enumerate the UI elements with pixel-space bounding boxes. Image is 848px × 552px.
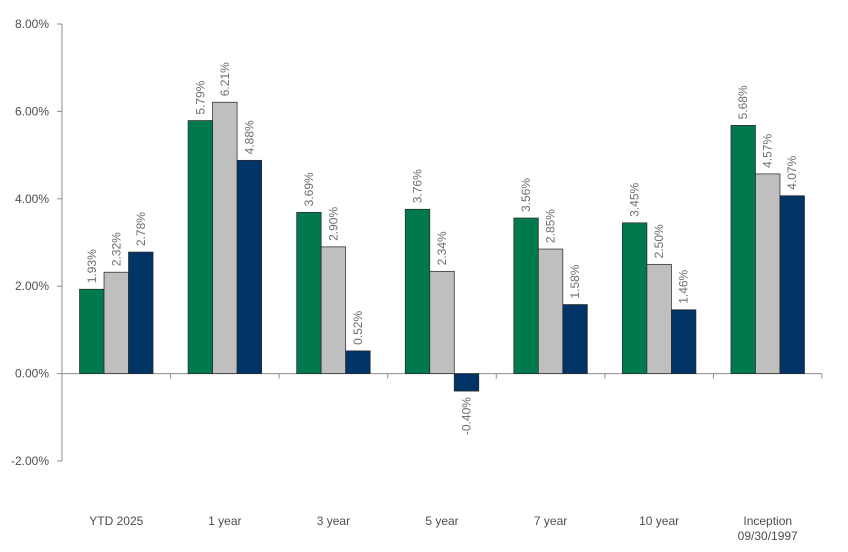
data-label: 3.56% (519, 178, 533, 212)
data-label: 2.85% (544, 209, 558, 243)
category-label: 3 year (317, 514, 350, 528)
y-tick-label: 6.00% (15, 104, 49, 118)
bar-series-2 (320, 246, 347, 374)
y-tick-label: 8.00% (15, 17, 49, 31)
data-label: 2.90% (326, 207, 340, 241)
bar-series-3 (236, 159, 262, 374)
category-label: YTD 2025 (89, 514, 143, 528)
bar-series-1 (187, 120, 213, 374)
y-tick-label: 2.00% (15, 279, 49, 293)
data-label: 2.50% (652, 224, 666, 258)
data-label: 2.34% (435, 231, 449, 265)
y-tick-label: 4.00% (15, 192, 49, 206)
data-label: 6.21% (218, 62, 232, 96)
y-tick-label: 0.00% (15, 367, 49, 381)
bar-series-2 (429, 270, 455, 374)
data-label: 5.68% (736, 85, 750, 119)
bar-series-2 (103, 271, 129, 374)
bar-series-3 (671, 309, 697, 374)
bar-series-1 (404, 208, 431, 374)
bar-series-1 (730, 125, 756, 374)
data-label: 3.45% (628, 182, 642, 216)
data-label: 2.78% (134, 212, 148, 246)
bar-series-2 (537, 248, 564, 374)
data-label: 5.79% (193, 80, 207, 114)
bar-series-1 (513, 217, 539, 374)
data-label: 4.57% (761, 134, 775, 168)
data-label: 4.88% (242, 120, 256, 154)
data-label: 3.76% (411, 169, 425, 203)
data-label: 1.93% (85, 249, 99, 283)
data-label: 3.69% (302, 172, 316, 206)
category-label: Inception 09/30/1997 (738, 514, 798, 543)
bar-series-2 (212, 101, 238, 374)
bar-series-3 (562, 304, 588, 374)
data-label: -0.40% (460, 397, 474, 435)
bar-series-1 (79, 288, 105, 374)
y-tick-label: -2.00% (11, 454, 49, 468)
bar-series-1 (622, 222, 648, 374)
category-label: 10 year (639, 514, 679, 528)
data-label: 2.32% (109, 232, 123, 266)
bar-series-2 (755, 173, 781, 374)
bar-series-3 (453, 373, 480, 392)
bar-series-1 (296, 211, 322, 374)
bar-series-3 (128, 251, 154, 374)
category-label: 5 year (425, 514, 458, 528)
data-label: 1.46% (677, 269, 691, 303)
bar-series-3 (345, 350, 371, 374)
category-label: 7 year (534, 514, 567, 528)
data-label: 0.52% (351, 311, 365, 345)
bar-series-3 (779, 195, 805, 374)
data-label: 4.07% (785, 155, 799, 189)
category-label: 1 year (208, 514, 241, 528)
bar-series-2 (646, 263, 672, 374)
data-label: 1.58% (568, 264, 582, 298)
